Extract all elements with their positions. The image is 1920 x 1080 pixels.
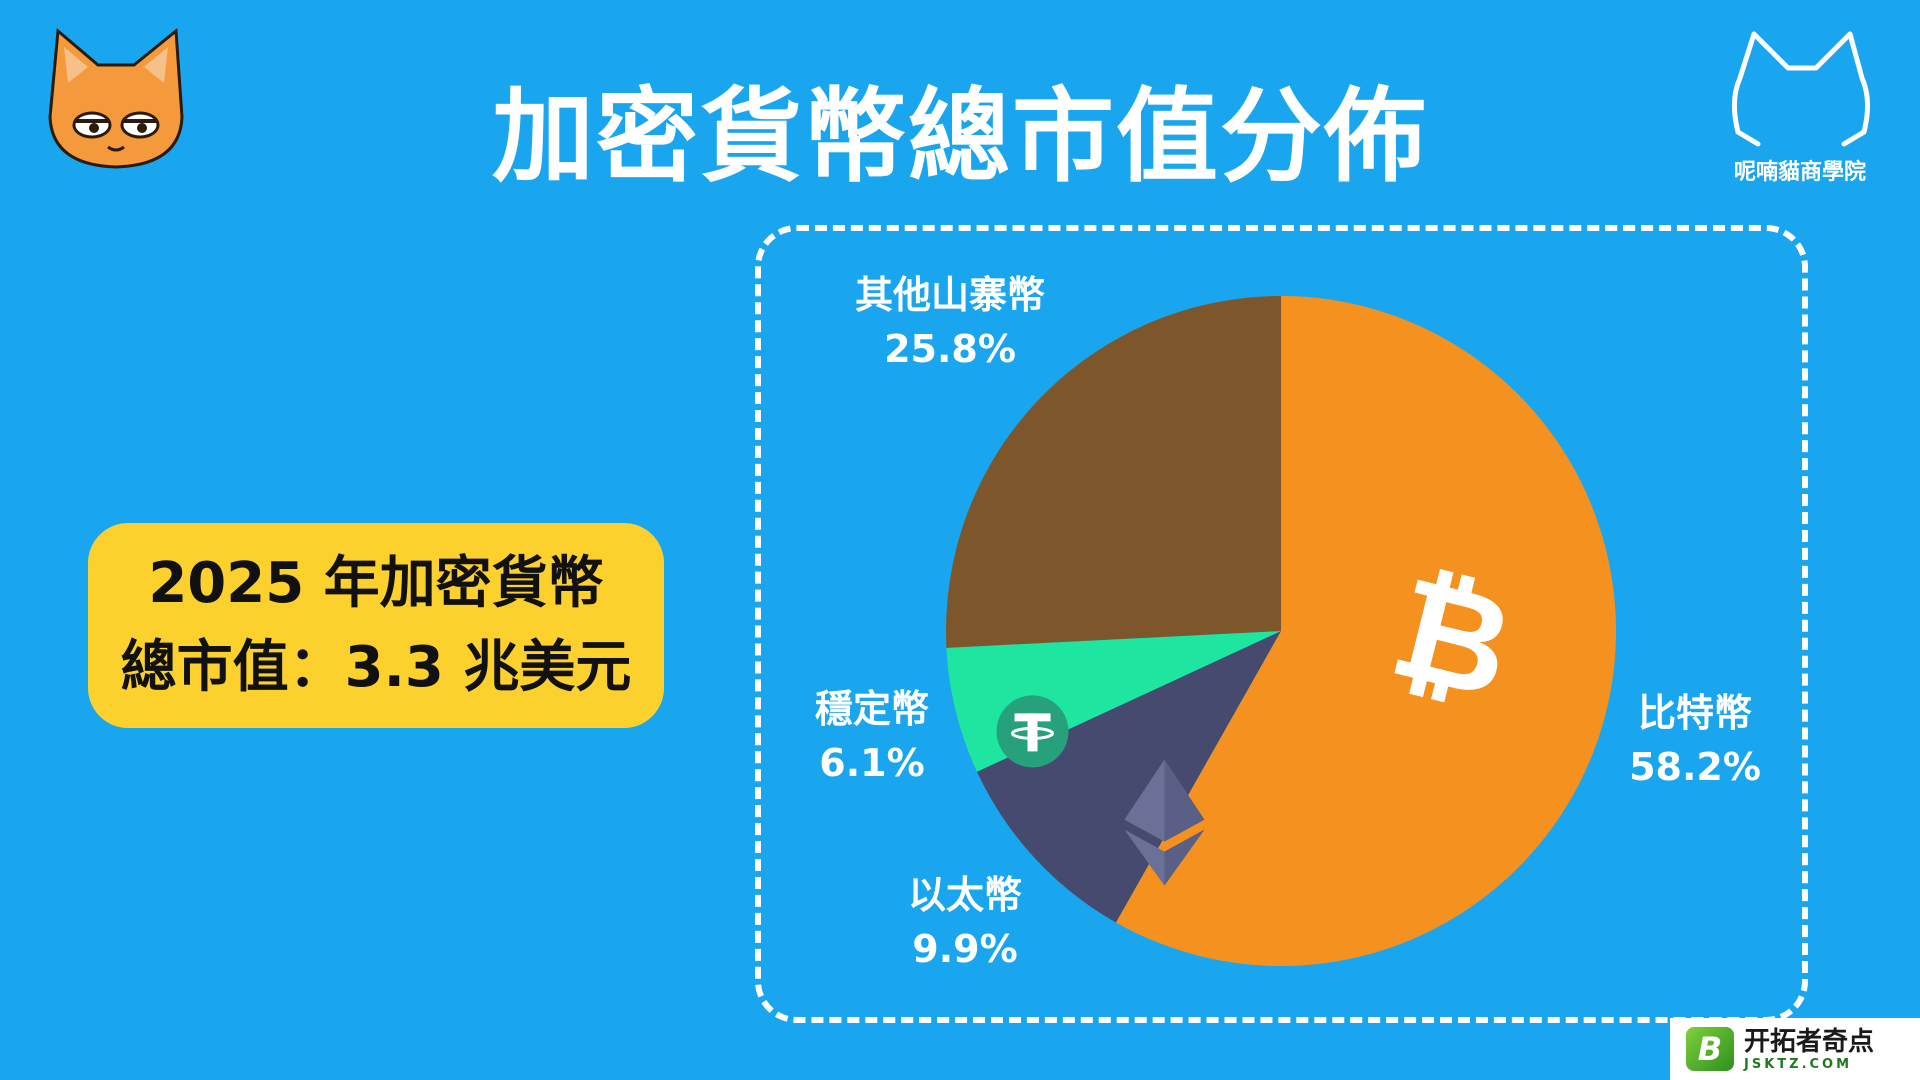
slice-value: 6.1% [819, 741, 925, 785]
site-watermark: B 开拓者奇点 JSKTZ.COM [1670, 1018, 1920, 1080]
slice-value: 25.8% [884, 327, 1016, 371]
slice-name: 其他山寨幣 [854, 273, 1045, 317]
info-box-line-2: 總市值：3.3 兆美元 [120, 634, 632, 700]
brand-name: 呢喃貓商學院 [1733, 160, 1866, 185]
ethereum-icon [1124, 759, 1205, 886]
watermark-sub-text: JSKTZ.COM [1744, 1056, 1853, 1072]
slice-label-bitcoin: 比特幣 58.2% [1565, 686, 1825, 794]
brand-logo: 呢喃貓商學院 [1700, 20, 1900, 186]
total-market-cap-box: 2025 年加密貨幣 總市值：3.3 兆美元 [88, 523, 664, 728]
page-title: 加密貨幣總市值分佈 [492, 78, 1428, 197]
slice-name: 以太幣 [907, 873, 1022, 917]
chart-frame [755, 225, 1808, 1023]
cat-logo-icon [48, 27, 184, 169]
slice-label-stablecoin: 穩定幣 6.1% [742, 682, 1002, 790]
slice-label-altcoins: 其他山寨幣 25.8% [820, 268, 1080, 376]
watermark-main-text: 开拓者奇点 [1744, 1026, 1875, 1057]
pie-slice-1 [976, 631, 1281, 923]
pie-slice-3 [945, 296, 1281, 648]
slice-value: 9.9% [912, 927, 1018, 971]
watermark-logo-icon: B [1686, 1027, 1734, 1071]
info-box-line-1: 2025 年加密貨幣 [148, 550, 604, 616]
slice-value: 58.2% [1629, 745, 1761, 789]
pie-slice-0 [1115, 296, 1616, 966]
cat-outline-icon [1732, 31, 1870, 147]
slice-label-ethereum: 以太幣 9.9% [835, 868, 1095, 976]
slice-name: 比特幣 [1637, 691, 1752, 735]
tether-icon [996, 695, 1069, 768]
slice-name: 穩定幣 [814, 687, 929, 731]
